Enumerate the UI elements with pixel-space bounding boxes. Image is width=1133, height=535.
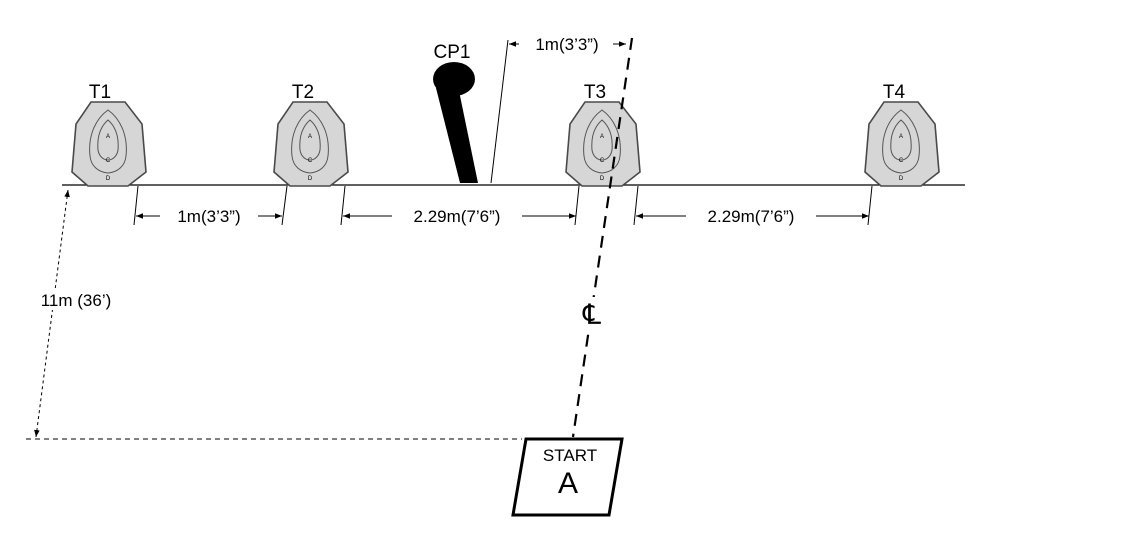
no-shoot-cp1 bbox=[433, 62, 478, 183]
dimension-label-t3-t4: 2.29m(7’6”) bbox=[708, 207, 795, 226]
zone-letter-c: C bbox=[899, 158, 904, 164]
target-label-t2: T2 bbox=[292, 82, 314, 103]
distance-label: 11m (36’) bbox=[41, 291, 112, 310]
dimension-label-top-gap: 1m(3’3”) bbox=[535, 35, 598, 54]
target-t3: A C D bbox=[565, 101, 641, 187]
start-box-a bbox=[511, 437, 624, 517]
centerline bbox=[571, 37, 634, 438]
start-box-title: START bbox=[543, 446, 597, 465]
zone-letter-c: C bbox=[106, 158, 111, 164]
zone-letter-d: D bbox=[308, 176, 313, 182]
centerline-symbol: ℄ bbox=[582, 299, 601, 330]
extension-line bbox=[340, 185, 346, 226]
no-shoot-label-cp1: CP1 bbox=[434, 42, 471, 63]
dimension-label-t2-t3: 2.29m(7’6”) bbox=[414, 207, 501, 226]
extension-line bbox=[281, 185, 288, 226]
target-label-t4: T4 bbox=[883, 82, 906, 103]
zone-letter-a: A bbox=[308, 134, 312, 140]
target-t4: A C D bbox=[864, 101, 940, 187]
zone-letter-c: C bbox=[308, 158, 313, 164]
zone-letter-d: D bbox=[106, 176, 111, 182]
zone-letter-a: A bbox=[899, 134, 903, 140]
zone-letter-d: D bbox=[899, 176, 904, 182]
target-label-t1: T1 bbox=[89, 82, 111, 103]
zone-letter-c: C bbox=[600, 158, 605, 164]
extension-line bbox=[633, 185, 639, 226]
extension-line bbox=[867, 185, 873, 226]
extension-line bbox=[574, 185, 580, 226]
zone-letter-d: D bbox=[600, 176, 605, 182]
target-t1: A C D bbox=[71, 101, 147, 187]
zone-letter-a: A bbox=[106, 134, 110, 140]
distance-dimension-arrow bbox=[34, 189, 70, 438]
dimension-label-t1-t2: 1m(3’3”) bbox=[177, 207, 240, 226]
start-box-letter: A bbox=[558, 467, 578, 500]
top-gap-extension-left bbox=[490, 39, 509, 184]
target-label-t3: T3 bbox=[584, 82, 606, 103]
target-t2: A C D bbox=[273, 101, 349, 187]
zone-letter-a: A bbox=[600, 134, 604, 140]
extension-line bbox=[133, 185, 139, 226]
